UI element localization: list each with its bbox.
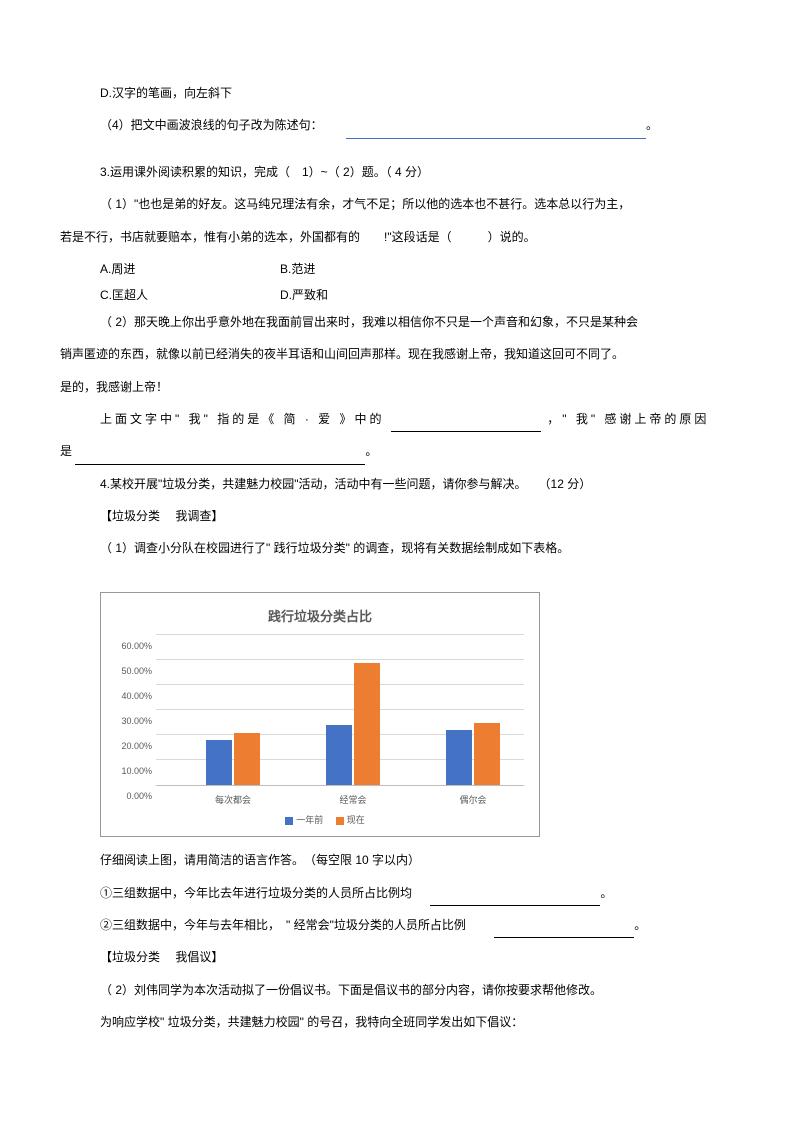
q3-part2-a: （ 2）那天晚上你出乎意外地在我面前冒出来时，我难以相信你不只是一个声音和幻象，… — [60, 309, 740, 335]
gridline — [156, 634, 524, 635]
q3-part1-a: （ 1）"也也是弟的好友。这马纯兄理法有余，才气不足；所以他的选本也不甚行。选本… — [60, 191, 740, 217]
y-tick-label: 60.00% — [121, 637, 152, 657]
bar-chart: 践行垃圾分类占比 0.00% 10.00% 20.00% 30.00% 40.00% 50… — [100, 592, 540, 837]
bar-now — [474, 723, 500, 786]
chart-legend: 一年前 现在 — [116, 811, 524, 831]
option-d-text: D.汉字的笔画，向左斜下 — [60, 80, 740, 106]
gridline — [156, 659, 524, 660]
y-tick-label: 40.00% — [121, 687, 152, 707]
x-label: 经常会 — [339, 791, 366, 811]
y-tick-label: 20.00% — [121, 737, 152, 757]
chart-q2: ②三组数据中，今年与去年相比， " 经常会"垃圾分类的人员所占比例 。 — [60, 912, 740, 938]
advocate-body: 为响应学校" 垃圾分类，共建魅力校园" 的号召，我特向全班同学发出如下倡议： — [60, 1009, 740, 1035]
bar-prev — [206, 740, 232, 785]
blank-who[interactable] — [391, 431, 541, 432]
advocate-subtitle: 【垃圾分类 我倡议】 — [60, 944, 740, 970]
bar-prev — [446, 730, 472, 785]
q3-part2-e: 是 。 — [60, 438, 740, 464]
bar-group — [206, 733, 260, 786]
question-4-main: 4.某校开展"垃圾分类，共建魅力校园"活动，活动中有一些问题，请你参与解决。 （… — [60, 471, 740, 497]
q3-part1-b: 若是不行，书店就要赔本，惟有小弟的选本，外国都有的 !"这段话是（ ）说的。 — [60, 224, 740, 250]
bar-group — [326, 663, 380, 786]
q3-part2-c: 是的，我感谢上帝！ — [60, 374, 740, 400]
q3-part2-d: 上面文字中" 我" 指的是《 简 · 爱 》中的 ，" 我" 感谢上帝的原因 — [60, 406, 740, 432]
x-label: 每次都会 — [215, 791, 251, 811]
bar-group — [446, 723, 500, 786]
chart-q1-text: ①三组数据中，今年比去年进行垃圾分类的人员所占比例均 — [100, 886, 412, 900]
option-row-2: C.匡超人 D.严致和 — [60, 282, 740, 308]
blank-q4[interactable] — [346, 138, 646, 139]
legend-swatch-now — [336, 817, 344, 825]
chart-title: 践行垃圾分类占比 — [116, 603, 524, 632]
blank-chart-q1[interactable] — [430, 905, 600, 906]
chart-q2-text: ②三组数据中，今年与去年相比， " 经常会"垃圾分类的人员所占比例 — [100, 918, 466, 932]
y-tick-label: 0.00% — [126, 787, 152, 807]
legend-label-prev: 一年前 — [296, 815, 323, 825]
blank-reason[interactable] — [75, 464, 365, 465]
option-a[interactable]: A.周进 — [100, 256, 280, 282]
read-chart-prompt: 仔细阅读上图，请用简洁的语言作答。 （每空限 10 字以内） — [60, 847, 740, 873]
legend-label-now: 现在 — [347, 815, 365, 825]
q3-2d-post: ，" 我" 感谢上帝的原因 — [547, 412, 709, 426]
y-tick-label: 10.00% — [121, 762, 152, 782]
chart-q1: ①三组数据中，今年比去年进行垃圾分类的人员所占比例均 。 — [60, 880, 740, 906]
q3-2e-pre: 是 — [60, 444, 72, 458]
option-b[interactable]: B.范进 — [280, 256, 460, 282]
question-3-heading: 3.运用课外阅读积累的知识，完成（ 1）~（ 2）题。（ 4 分） — [60, 159, 740, 185]
y-tick-label: 30.00% — [121, 712, 152, 732]
q3-part2-b: 销声匿迹的东西，就像以前已经消失的夜半耳语和山间回声那样。现在我感谢上帝，我知道… — [60, 341, 740, 367]
chart-x-labels: 每次都会经常会偶尔会 — [156, 791, 524, 805]
bar-now — [354, 663, 380, 786]
blank-chart-q2[interactable] — [494, 937, 634, 938]
q3-2d-pre: 上面文字中" 我" 指的是《 简 · 爱 》中的 — [100, 412, 385, 426]
option-row-1: A.周进 B.范进 — [60, 256, 740, 282]
option-d[interactable]: D.严致和 — [280, 282, 460, 308]
chart-y-axis: 0.00%10.00%20.00%30.00%40.00%50.00%60.00… — [116, 636, 156, 791]
bar-now — [234, 733, 260, 786]
option-c[interactable]: C.匡超人 — [100, 282, 280, 308]
y-tick-label: 50.00% — [121, 662, 152, 682]
x-label: 偶尔会 — [459, 791, 486, 811]
legend-swatch-prev — [285, 817, 293, 825]
chart-area: 0.00%10.00%20.00%30.00%40.00%50.00%60.00… — [116, 636, 524, 791]
chart-plot-area — [156, 636, 524, 786]
question-4-rewrite: （4）把文中画波浪线的句子改为陈述句： 。 — [60, 112, 740, 138]
bar-prev — [326, 725, 352, 785]
advocate-question: （ 2）刘伟同学为本次活动拟了一份倡议书。下面是倡议书的部分内容，请你按要求帮他… — [60, 977, 740, 1003]
q4-prompt: （4）把文中画波浪线的句子改为陈述句： — [100, 118, 323, 132]
survey-subtitle: 【垃圾分类 我调查】 — [60, 503, 740, 529]
survey-question: （ 1）调查小分队在校园进行了" 践行垃圾分类" 的调查，现将有关数据绘制成如下… — [60, 535, 740, 561]
